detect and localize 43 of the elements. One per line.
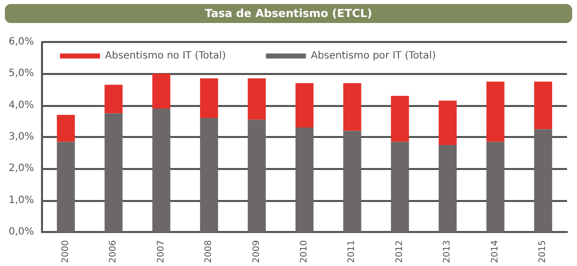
bar — [104, 84, 123, 114]
bar — [56, 142, 75, 232]
bar — [438, 144, 457, 232]
y-tick-label: 0,0% — [8, 226, 34, 238]
y-tick-label: 1,0% — [8, 194, 34, 206]
bar — [486, 142, 504, 232]
bar — [56, 114, 75, 142]
bar — [296, 83, 314, 128]
legend-label: Absentismo no IT (Total) — [105, 50, 226, 62]
x-tick-label: 2012 — [394, 240, 405, 263]
x-tick-label: 2015 — [538, 240, 548, 263]
bar — [248, 120, 266, 232]
bar — [390, 96, 409, 142]
bar — [296, 128, 314, 232]
y-tick-label: 6,0% — [8, 36, 34, 48]
x-tick-label: 2011 — [347, 240, 358, 263]
bar — [152, 108, 170, 232]
bar — [438, 100, 457, 145]
x-tick-label: 2013 — [442, 240, 453, 263]
x-tick-label: 2009 — [252, 240, 262, 263]
bar — [343, 83, 362, 131]
bar — [104, 113, 123, 232]
y-tick-label: 3,0% — [8, 132, 34, 143]
x-tick-label: 2010 — [300, 240, 310, 263]
bar — [248, 78, 266, 120]
bar — [152, 74, 170, 109]
x-tick-label: 2000 — [60, 240, 71, 263]
chart-title: Tasa de Absentismo (ETCL) — [204, 7, 372, 20]
bar — [200, 78, 218, 118]
x-tick-label: 2014 — [490, 240, 500, 263]
bar — [534, 82, 552, 130]
bar — [534, 129, 552, 232]
x-tick-label: 2008 — [204, 240, 214, 263]
y-tick-label: 4,0% — [8, 100, 34, 111]
y-tick-label: 5,0% — [8, 68, 34, 80]
x-tick-label: 2006 — [108, 240, 119, 263]
bar — [390, 142, 409, 232]
y-tick-label: 2,0% — [8, 163, 34, 174]
x-tick-label: 2007 — [156, 240, 166, 263]
legend-label: Absentismo por IT (Total) — [310, 50, 436, 62]
bar — [486, 82, 504, 142]
bar — [343, 130, 362, 232]
bar — [200, 118, 218, 232]
